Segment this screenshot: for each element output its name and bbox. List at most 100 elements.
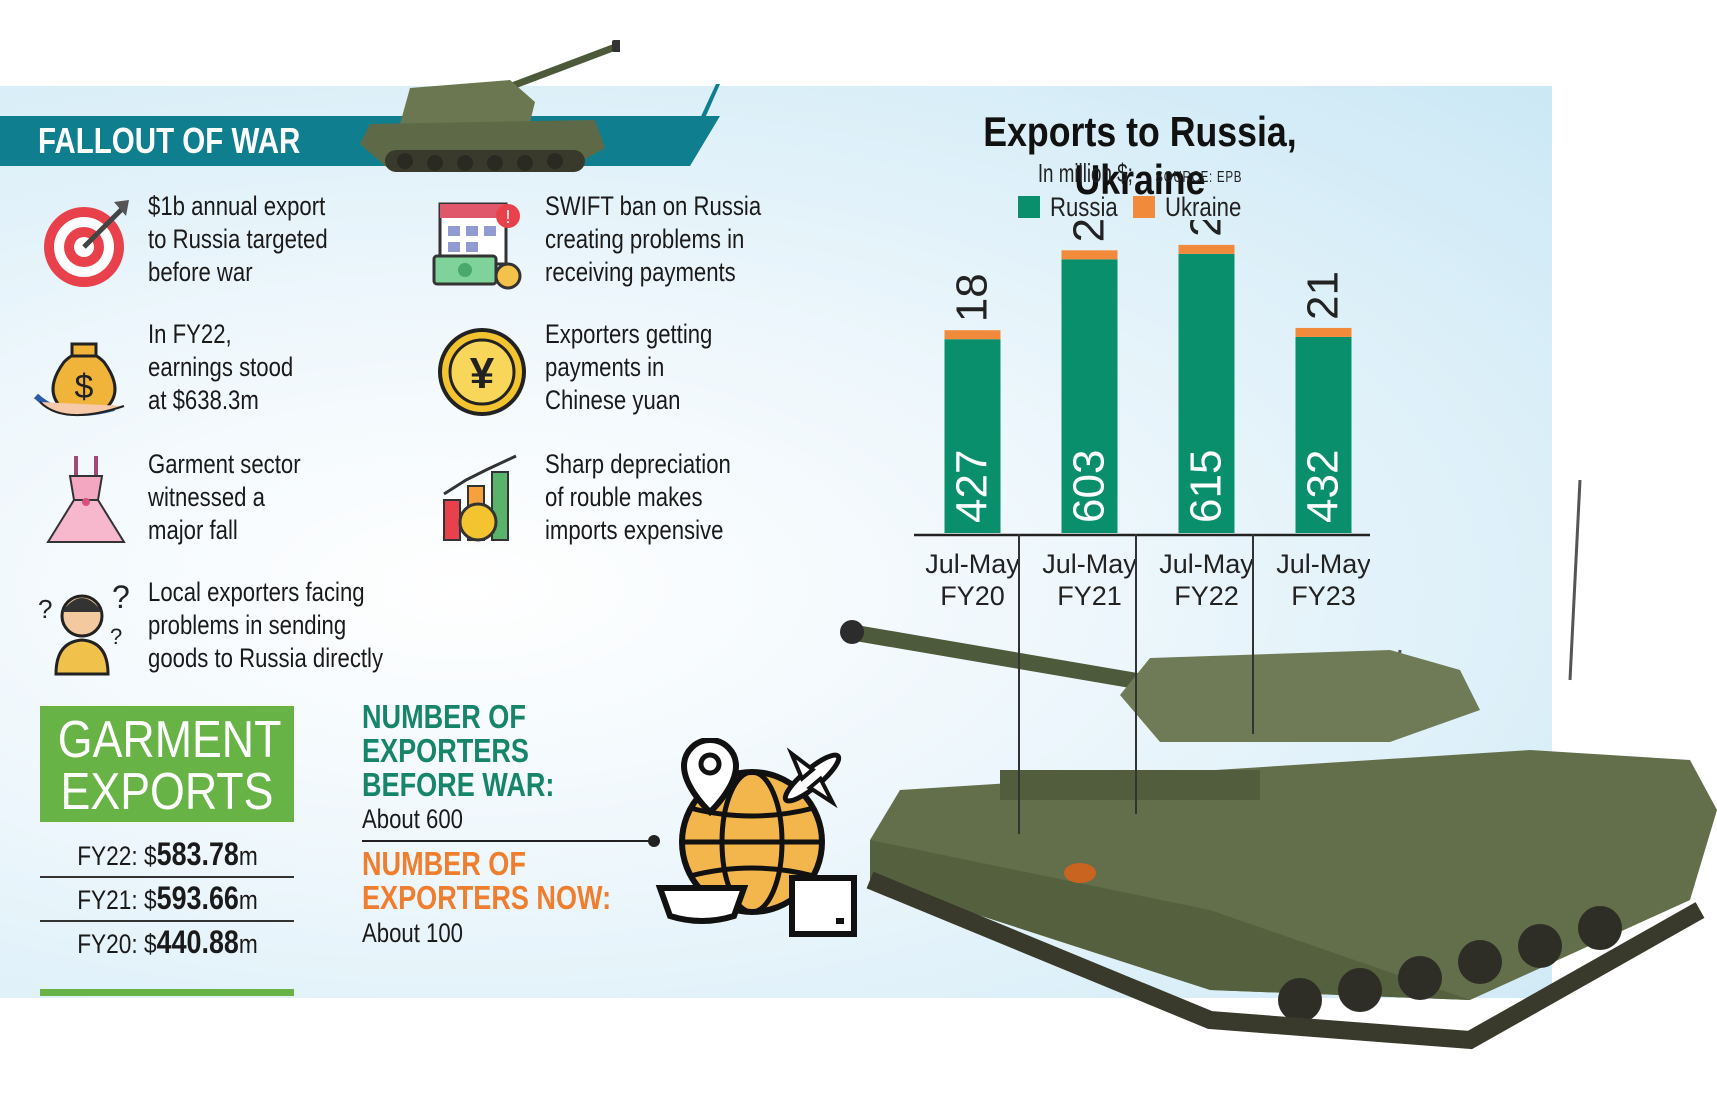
left-item-line: major fall [148,515,238,545]
bar-russia-label: 615 [1182,450,1231,523]
legend-russia-label: Russia [1050,192,1118,222]
page-title: FALLOUT OF WAR [38,120,301,161]
exporters-before-value: About 600 [362,804,463,834]
tank-illustration-top [360,40,620,172]
svg-text:?: ? [38,594,52,624]
exporters-connector-line [362,840,654,842]
garment-exports-box: GARMENT EXPORTS [40,706,294,822]
garment-row-text: FY22: $583.78m [77,836,258,873]
right-item-text: Sharp depreciation of rouble makes imports… [545,448,731,547]
exporters-before-line3: BEFORE WAR: [362,766,555,803]
bar-ukraine [1295,327,1352,337]
svg-text:?: ? [110,624,122,649]
right-item-line: creating problems in [545,224,745,254]
x-tick-label: Jul-May [1159,549,1254,579]
growth-chart-icon [436,450,536,550]
bar-ukraine-label: 20 [1182,220,1231,237]
globe-logistics-icon [655,738,857,937]
dress-icon [36,450,136,550]
right-item-line: Chinese yuan [545,385,681,415]
right-item-line: of rouble makes [545,482,703,512]
x-tick-label: FY21 [1057,581,1122,611]
bar-russia-label: 432 [1299,450,1348,523]
garment-row: FY21: $593.66m [40,880,294,924]
right-item-line: imports expensive [545,515,724,545]
garment-row-unit: m [238,841,258,871]
bar-russia-label: 603 [1065,450,1114,523]
left-item-text: In FY22, earnings stood at $638.3m [148,318,293,417]
x-tick-label: FY22 [1174,581,1239,611]
svg-text:$: $ [75,368,94,406]
right-item-line: payments in [545,352,665,382]
legend-ukraine-swatch [1133,196,1155,218]
garment-row-label: FY20: $ [76,929,157,959]
garment-title-line1: GARMENT [57,711,282,769]
legend-russia-swatch [1018,196,1040,218]
money-bag-icon: $ [33,322,134,422]
chart-subtitle-source: SOURCE: EPB [1155,169,1243,186]
right-item-line: Exporters getting [545,319,713,349]
left-item-text: Local exporters facing problems in sendin… [148,576,383,675]
payment-calendar-icon: ! [430,196,530,296]
garment-row-unit: m [238,929,258,959]
right-item-line: Sharp depreciation [545,449,731,479]
legend-ukraine-label: Ukraine [1165,192,1242,222]
x-tick-label: Jul-May [1276,549,1370,579]
chart-subtitle-unit: In million $; [1038,158,1134,188]
chart-title-text: Exports to Russia, Ukraine [983,108,1297,203]
category-separator [1252,534,1254,734]
garment-row-label: FY22: $ [76,841,157,871]
svg-text:¥: ¥ [470,349,495,398]
x-tick-label: FY20 [940,581,1005,611]
chart-title: Exports to Russia, Ukraine [880,108,1400,204]
bar-chart: 42718Jul-MayFY2060325Jul-MayFY2161520Jul… [914,220,1370,611]
left-item-line: Local exporters facing [148,577,365,607]
yuan-coin-icon: ¥ [432,322,532,422]
right-item-text: Exporters getting payments in Chinese yuan [545,318,712,417]
bar-ukraine-label: 21 [1299,271,1348,320]
bar-russia [944,339,1001,533]
left-item-line: witnessed a [148,482,265,512]
category-separator [1135,534,1137,814]
bar-ukraine [1061,250,1118,260]
garment-row: FY20: $440.88m [40,924,294,968]
bar-ukraine [1178,244,1235,254]
garment-row-divider [40,920,294,922]
left-item-text: $1b annual export to Russia targeted befor… [148,190,328,289]
exporters-now-line1: NUMBER OF [362,845,526,882]
exporters-before-heading: NUMBER OF EXPORTERS BEFORE WAR: [362,700,554,802]
svg-text:!: ! [505,207,510,227]
right-item-text: SWIFT ban on Russia creating problems in r… [545,190,761,289]
x-tick-label: FY23 [1291,581,1356,611]
exporters-connector-dot [648,835,660,847]
garment-bottom-bar [40,989,294,996]
left-item-line: $1b annual export [148,191,326,221]
bar-russia [1295,336,1352,533]
left-item-line: In FY22, [148,319,232,349]
garment-row-value: 440.88 [156,924,239,960]
bar-russia-label: 427 [948,450,997,523]
chart-subtitle: In million $; SOURCE: EPB [880,158,1400,189]
bar-ukraine [944,330,1001,340]
confused-person-icon: ??? [34,578,134,678]
garment-row-unit: m [238,885,258,915]
target-icon [34,192,134,292]
bar-ukraine-label: 25 [1065,220,1114,242]
tank-illustration-main [840,480,1717,1050]
exporters-now-heading: NUMBER OF EXPORTERS NOW: [362,847,611,915]
left-item-text: Garment sector witnessed a major fall [148,448,301,547]
garment-row-label: FY21: $ [76,885,157,915]
garment-title-line2: EXPORTS [60,763,274,821]
right-item-line: SWIFT ban on Russia [545,191,762,221]
x-tick-label: Jul-May [925,549,1020,579]
x-tick-label: Jul-May [1042,549,1137,579]
banner-slant [678,84,720,166]
exporters-before-line2: EXPORTERS [362,732,529,769]
left-item-line: before war [148,257,253,287]
garment-row-text: FY20: $440.88m [77,924,258,961]
garment-row-value: 593.66 [156,880,239,916]
left-item-line: problems in sending [148,610,347,640]
left-item-line: goods to Russia directly [148,643,384,673]
garment-row-value: 583.78 [156,836,239,872]
left-item-line: at $638.3m [148,385,259,415]
